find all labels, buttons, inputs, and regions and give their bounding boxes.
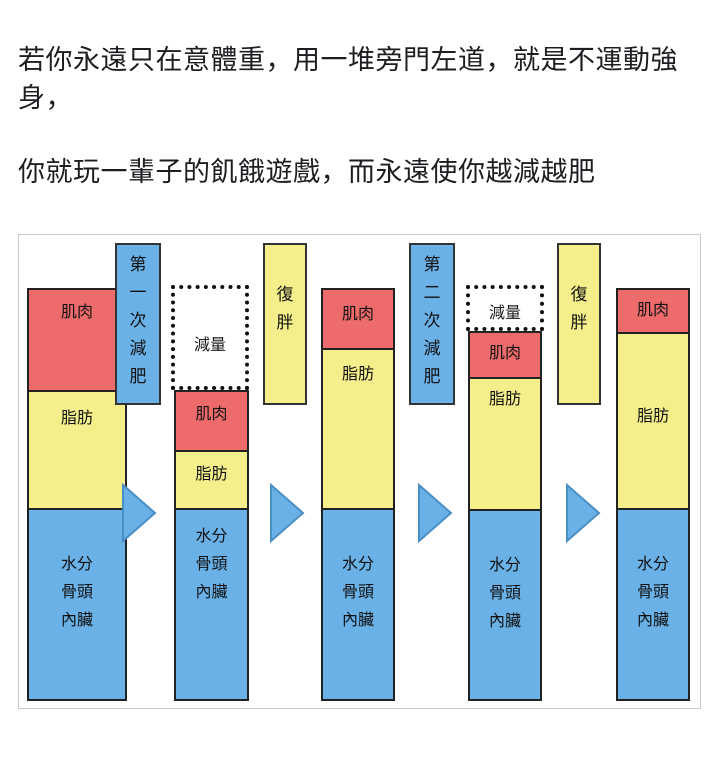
bar-after-rebound-2: 肌肉 脂肪 水分 骨頭 內臟 bbox=[616, 288, 690, 701]
segment-label-fat: 脂肪 bbox=[636, 406, 669, 425]
segment-label-fat: 脂肪 bbox=[195, 464, 228, 483]
step-text-rebound: 復 胖 bbox=[570, 285, 588, 333]
triangle-arrow-icon bbox=[270, 483, 305, 543]
segment-label-water: 水分 骨頭 內臟 bbox=[60, 554, 93, 629]
segment-muscle: 肌肉 bbox=[323, 290, 393, 350]
step-text-first-diet: 第 一 次 減 肥 bbox=[129, 255, 147, 387]
segment-water-bone-organs: 水分 骨頭 內臟 bbox=[323, 508, 393, 699]
segment-muscle: 肌肉 bbox=[470, 333, 540, 379]
step-text-rebound: 復 胖 bbox=[276, 285, 294, 333]
segment-label-fat: 脂肪 bbox=[488, 389, 521, 408]
segment-fat: 脂肪 bbox=[176, 452, 247, 508]
segment-label-water: 水分 骨頭 內臟 bbox=[341, 554, 374, 629]
segment-muscle: 肌肉 bbox=[618, 290, 688, 334]
loss-box-second: 減量 bbox=[466, 285, 544, 331]
segment-muscle: 肌肉 bbox=[29, 290, 125, 392]
loss-label: 減量 bbox=[193, 335, 226, 354]
triangle-arrow-icon bbox=[122, 483, 157, 543]
segment-label-water: 水分 骨頭 內臟 bbox=[488, 555, 521, 630]
segment-label-muscle: 肌肉 bbox=[488, 343, 521, 362]
segment-label-muscle: 肌肉 bbox=[195, 404, 228, 423]
segment-fat: 脂肪 bbox=[29, 392, 125, 508]
step-text-second-diet: 第 二 次 減 肥 bbox=[423, 255, 441, 387]
segment-water-bone-organs: 水分 骨頭 內臟 bbox=[470, 509, 540, 699]
step-label-second-diet: 第 二 次 減 肥 bbox=[409, 243, 455, 405]
bar-after-second-diet: 肌肉 脂肪 水分 骨頭 內臟 bbox=[468, 331, 542, 701]
segment-label-muscle: 肌肉 bbox=[60, 302, 93, 321]
segment-water-bone-organs: 水分 骨頭 內臟 bbox=[618, 508, 688, 699]
segment-label-muscle: 肌肉 bbox=[636, 300, 669, 319]
segment-label-fat: 脂肪 bbox=[60, 408, 93, 427]
loss-label: 減量 bbox=[488, 303, 521, 322]
segment-label-water: 水分 骨頭 內臟 bbox=[636, 554, 669, 629]
segment-label-muscle: 肌肉 bbox=[341, 304, 374, 323]
step-label-rebound-2: 復 胖 bbox=[557, 243, 601, 405]
body-composition-diagram: 肌肉 脂肪 水分 骨頭 內臟 第 一 次 減 肥 減量 肌肉 脂肪 水分 骨頭 … bbox=[18, 234, 701, 709]
step-label-first-diet: 第 一 次 減 肥 bbox=[115, 243, 161, 405]
caption-line-1: 若你永遠只在意體重，用一堆旁門左道，就是不運動強身， bbox=[18, 45, 678, 114]
segment-water-bone-organs: 水分 骨頭 內臟 bbox=[29, 508, 125, 699]
segment-fat: 脂肪 bbox=[618, 334, 688, 508]
bar-after-rebound-1: 肌肉 脂肪 水分 骨頭 內臟 bbox=[321, 288, 395, 701]
segment-fat: 脂肪 bbox=[470, 379, 540, 509]
segment-water-bone-organs: 水分 骨頭 內臟 bbox=[176, 508, 247, 699]
triangle-arrow-icon bbox=[418, 483, 453, 543]
step-label-rebound-1: 復 胖 bbox=[263, 243, 307, 405]
triangle-arrow-icon bbox=[566, 483, 601, 543]
segment-label-water: 水分 骨頭 內臟 bbox=[195, 526, 228, 601]
caption-line-2: 你就玩一輩子的飢餓遊戲，而永遠使你越減越肥 bbox=[18, 157, 596, 188]
loss-box-first: 減量 bbox=[171, 285, 249, 390]
segment-fat: 脂肪 bbox=[323, 350, 393, 508]
bar-after-first-diet: 肌肉 脂肪 水分 骨頭 內臟 bbox=[174, 390, 249, 701]
segment-label-fat: 脂肪 bbox=[341, 364, 374, 383]
segment-muscle: 肌肉 bbox=[176, 392, 247, 452]
bar-initial: 肌肉 脂肪 水分 骨頭 內臟 bbox=[27, 288, 127, 701]
